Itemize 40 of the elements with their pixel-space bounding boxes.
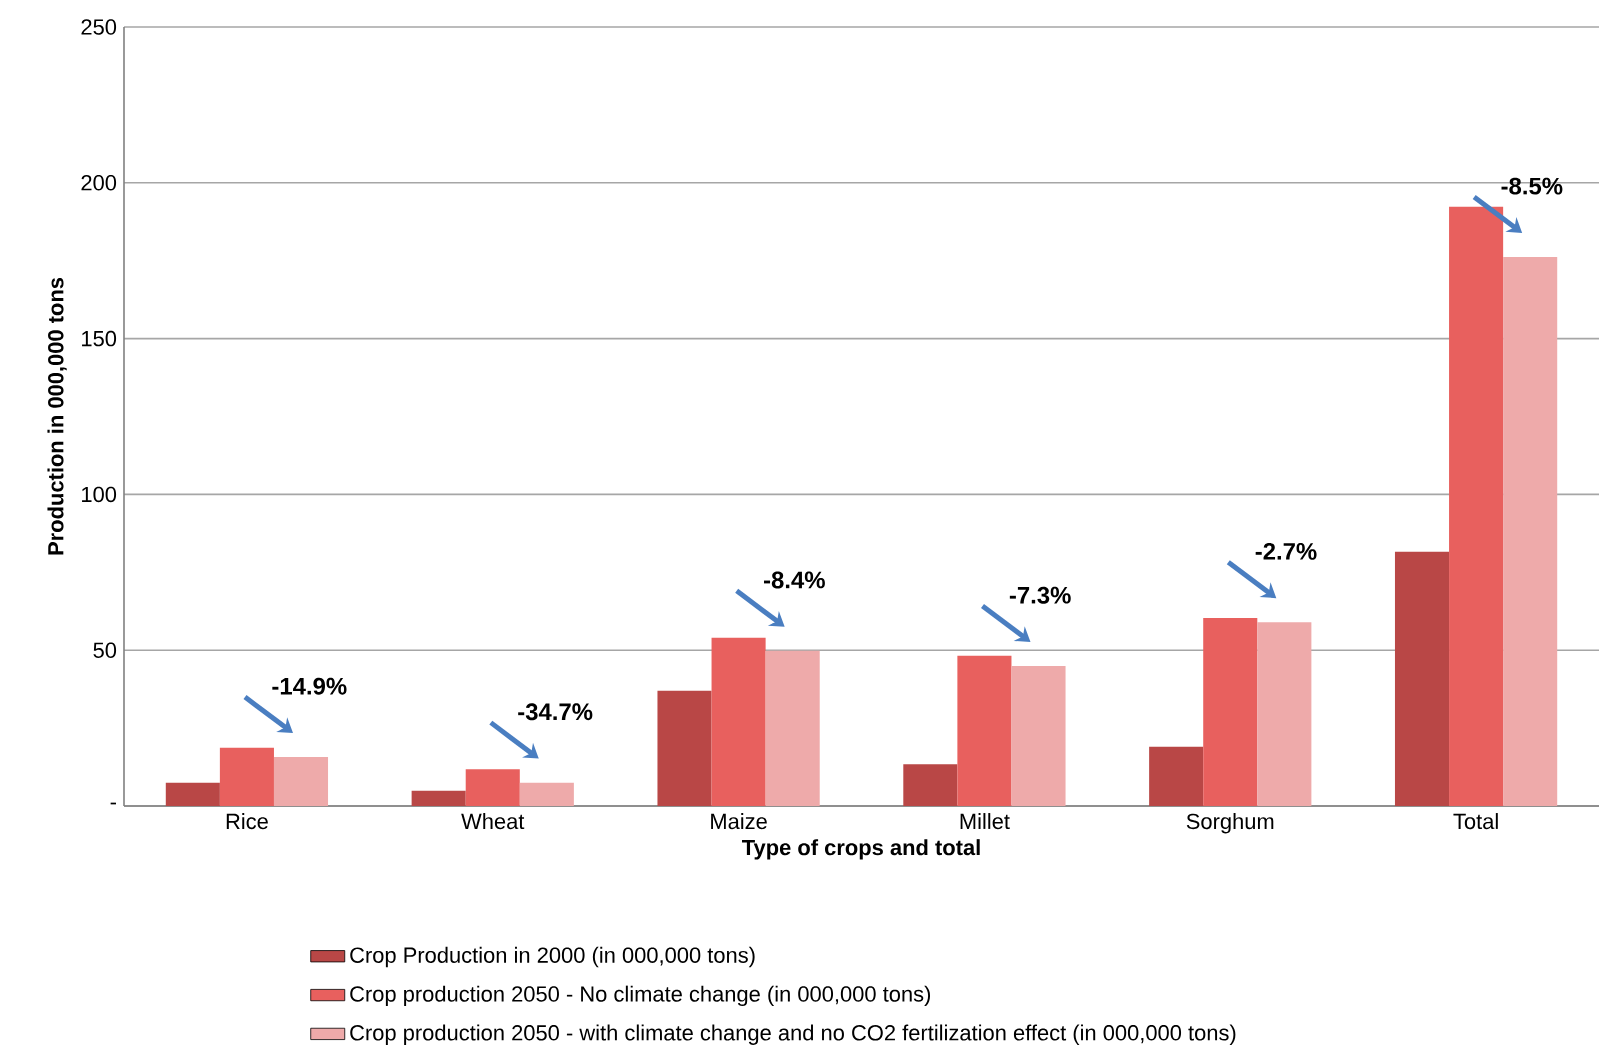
bar [273,757,329,806]
annotation: -2.7% [1255,542,1317,560]
legend-label: Crop production 2050 - No climate change (in 000,000 tons) [350,985,931,1007]
x-tick-label: Maize [711,813,767,830]
annotation: -8.4% [764,571,825,589]
bar [1011,666,1066,806]
annotation: -7.3% [1009,586,1071,604]
bar [1149,746,1204,806]
y-tick-label: 150 [82,330,117,347]
y-tick-label: 250 [81,19,117,35]
x-tick-label: Total [1453,813,1498,830]
legend-label: Crop production 2050 - with climate change and no CO2 fertilization effect (in 000,000 tons) [350,1024,1236,1045]
x-tick-label: Wheat [461,813,525,830]
bar [957,655,1012,806]
bar [1257,622,1312,806]
annotation: -34.7% [518,703,593,721]
bar [765,650,820,806]
y-tick-label: 50 [93,642,117,658]
bar [411,790,466,806]
legend-label: Crop Production in 2000 (in 000,000 tons) [350,946,755,968]
y-axis-title: Production in 000,000 tons [47,277,67,555]
bar [657,690,712,806]
bar [1503,256,1558,806]
bar [165,782,220,806]
bar [465,769,520,806]
x-tick-label: Rice [226,813,268,830]
y-tick-label: 100 [82,486,117,503]
annotation: -14.9% [272,677,347,695]
bar [1394,551,1450,806]
bar [219,747,274,806]
y-tick-label: - [110,802,116,805]
bar [1203,618,1258,806]
x-axis-title: Type of crops and total [742,839,980,860]
bar [519,782,574,806]
x-tick-label: Millet [960,813,1010,830]
y-tick-label: 200 [81,175,117,191]
bar [711,637,766,806]
x-tick-label: Sorghum [1186,813,1274,834]
annotation: -8.5% [1501,177,1563,195]
bar [903,764,958,806]
